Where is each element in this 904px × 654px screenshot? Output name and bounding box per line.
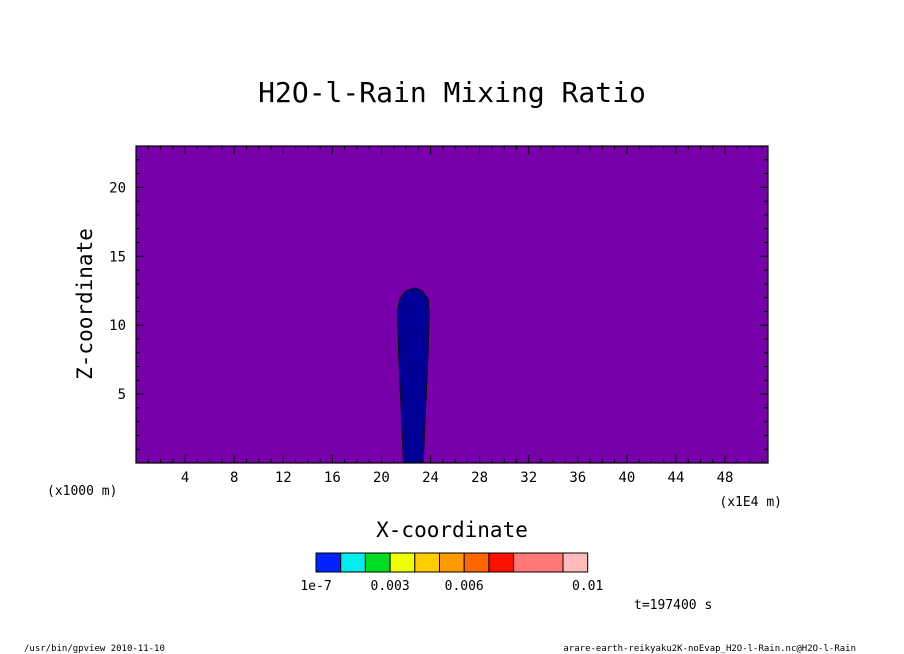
y-axis-ticks: 5 10 15 20 [109, 159, 768, 450]
x-tick-label: 40 [618, 470, 635, 486]
x-tick-label: 24 [422, 470, 439, 486]
x-tick-label: 16 [324, 470, 341, 486]
colorbar: 1e-7 0.003 0.006 0.01 [300, 552, 603, 594]
colorbar-tick-label: 0.003 [371, 579, 410, 594]
x-tick-label: 28 [471, 470, 488, 486]
rain-region [396, 287, 430, 464]
y-tick-label: 10 [109, 318, 126, 334]
plot-background [136, 146, 768, 463]
y-axis-label: Z-coordinate [73, 228, 97, 380]
colorbar-tick-label: 0.006 [445, 579, 484, 594]
plot-frame [135, 145, 769, 464]
x-tick-label: 20 [373, 470, 390, 486]
x-tick-label: 4 [181, 470, 189, 486]
colorbar-swatch [315, 552, 342, 573]
footer-left: /usr/bin/gpview 2010-11-10 [24, 644, 165, 654]
y-tick-label: 5 [118, 387, 126, 403]
time-label: t=197400 s [634, 598, 712, 613]
colorbar-swatch [463, 552, 490, 573]
footer-right: arare-earth-reikyaku2K-noEvap_H2O-l-Rain… [563, 644, 856, 654]
colorbar-swatch [562, 552, 589, 573]
x-tick-label: 48 [717, 470, 734, 486]
x-tick-label: 36 [569, 470, 586, 486]
y-tick-label: 15 [109, 249, 126, 265]
x-tick-label: 32 [520, 470, 537, 486]
colorbar-swatch [488, 552, 515, 573]
x-unit-label: (x1E4 m) [719, 495, 782, 510]
colorbar-swatch [513, 552, 564, 573]
colorbar-tick-label: 1e-7 [300, 579, 331, 594]
colorbar-swatch [340, 552, 366, 573]
colorbar-swatch [439, 552, 465, 573]
x-tick-label: 44 [668, 470, 685, 486]
colorbar-swatch [389, 552, 416, 573]
colorbar-swatch [414, 552, 440, 573]
colorbar-swatch [364, 552, 391, 573]
x-tick-label: 8 [230, 470, 238, 486]
y-unit-label: (x1000 m) [47, 484, 117, 499]
x-axis-label: X-coordinate [376, 518, 528, 542]
colorbar-tick-label: 0.01 [572, 579, 603, 594]
x-tick-label: 12 [275, 470, 292, 486]
y-tick-label: 20 [109, 180, 126, 196]
chart-title: H2O-l-Rain Mixing Ratio [258, 76, 646, 109]
x-axis-ticks: 4 8 12 16 20 24 28 32 36 40 44 48 [147, 146, 763, 486]
